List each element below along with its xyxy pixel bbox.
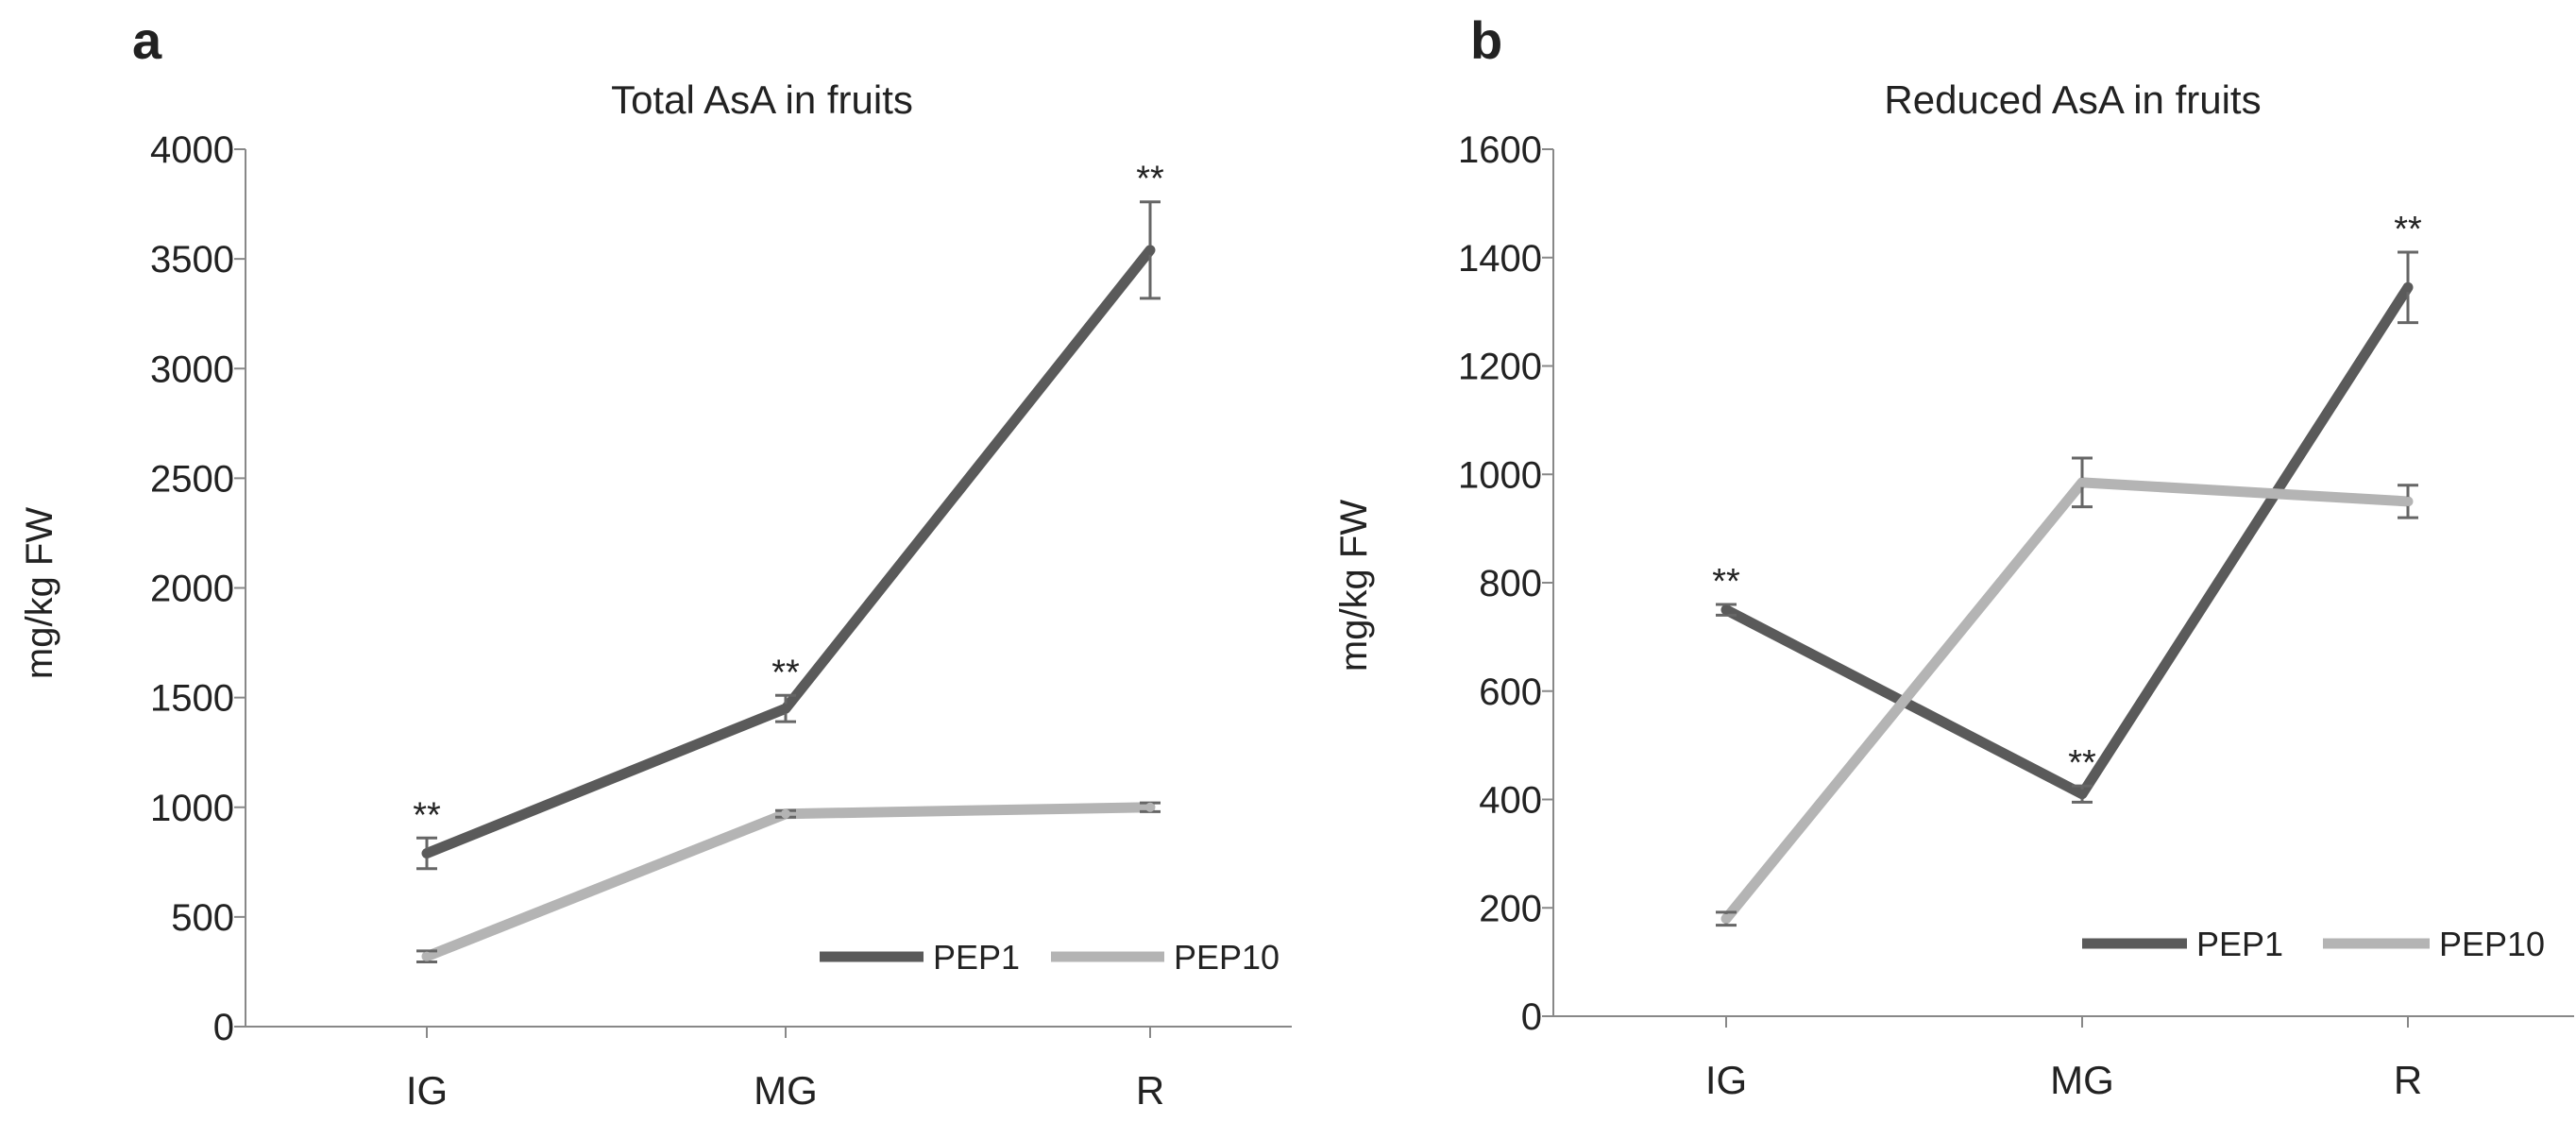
data-point-pep10-a <box>1145 802 1155 812</box>
y-tick-label-b: 1400 <box>1458 238 1542 280</box>
x-tick-label-b: R <box>2394 1058 2422 1102</box>
y-tick-label-a: 4000 <box>150 129 234 171</box>
data-point-pep10-b <box>2403 496 2413 506</box>
panel-label-b: b <box>1470 10 1502 70</box>
legend-label-pep10-a: PEP10 <box>1174 938 1280 977</box>
y-tick-label-a: 1500 <box>150 678 234 720</box>
x-tick-label-b: IG <box>1705 1058 1747 1102</box>
y-tick-label-b: 1600 <box>1458 129 1542 171</box>
data-point-pep1-b <box>1721 604 1731 615</box>
y-tick-label-a: 2000 <box>150 569 234 610</box>
y-tick-label-b: 600 <box>1479 672 1542 713</box>
data-point-pep1-b <box>2077 789 2087 799</box>
data-point-pep10-b <box>2077 477 2087 487</box>
y-axis-label-b: mg/kg FW <box>1333 500 1375 672</box>
data-point-pep1-a <box>1145 245 1155 255</box>
x-tick-label-a: IG <box>406 1068 448 1113</box>
y-axis-label-a: mg/kg FW <box>19 507 60 679</box>
y-tick-label-b: 1000 <box>1458 454 1542 496</box>
significance-marker-b: ** <box>2068 743 2096 783</box>
panel-label-a: a <box>132 10 162 70</box>
y-tick-label-b: 800 <box>1479 563 1542 604</box>
significance-marker-a: ** <box>1136 160 1164 199</box>
x-tick-label-a: MG <box>754 1068 818 1113</box>
series-line-pep1-b <box>1720 281 2414 800</box>
significance-marker-b: ** <box>2394 210 2422 249</box>
data-point-pep10-b <box>1721 913 1731 924</box>
legend-label-pep1-b: PEP1 <box>2196 925 2283 963</box>
significance-marker-a: ** <box>771 653 800 692</box>
y-tick-label-b: 1200 <box>1458 347 1542 388</box>
legend-label-pep1-a: PEP1 <box>933 938 1020 977</box>
y-tick-label-a: 3500 <box>150 239 234 280</box>
data-point-pep1-a <box>781 704 790 714</box>
y-tick-label-a: 500 <box>171 897 234 939</box>
y-tick-label-b: 0 <box>1521 996 1542 1038</box>
y-tick-label-a: 0 <box>213 1007 234 1048</box>
y-tick-label-a: 3000 <box>150 348 234 390</box>
chart-title-a: Total AsA in fruits <box>611 77 913 122</box>
data-point-pep1-b <box>2403 282 2413 293</box>
y-tick-label-b: 400 <box>1479 780 1542 822</box>
x-tick-label-b: MG <box>2050 1058 2114 1102</box>
data-point-pep10-a <box>422 951 432 961</box>
y-tick-label-a: 2500 <box>150 458 234 500</box>
series-line-pep10-b <box>1720 477 2414 925</box>
x-tick-label-a: R <box>1136 1068 1164 1113</box>
significance-marker-b: ** <box>1712 562 1740 602</box>
data-point-pep10-a <box>781 808 790 819</box>
legend-label-pep10-b: PEP10 <box>2439 925 2545 963</box>
y-tick-label-a: 1000 <box>150 788 234 829</box>
series-line-pep1-a <box>421 245 1156 859</box>
series-line-pep10-a <box>421 802 1156 962</box>
significance-marker-a: ** <box>413 795 441 835</box>
y-tick-label-b: 200 <box>1479 888 1542 929</box>
data-point-pep1-a <box>422 848 432 858</box>
chart-title-b: Reduced AsA in fruits <box>1884 77 2261 122</box>
